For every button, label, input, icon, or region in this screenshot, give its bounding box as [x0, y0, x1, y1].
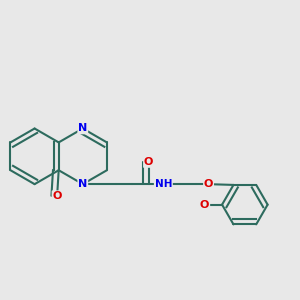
Text: O: O: [52, 191, 62, 201]
Text: NH: NH: [154, 179, 172, 189]
Text: O: O: [204, 179, 213, 189]
Text: N: N: [78, 179, 87, 189]
Text: N: N: [78, 124, 87, 134]
Text: O: O: [144, 157, 153, 167]
Text: O: O: [200, 200, 209, 210]
